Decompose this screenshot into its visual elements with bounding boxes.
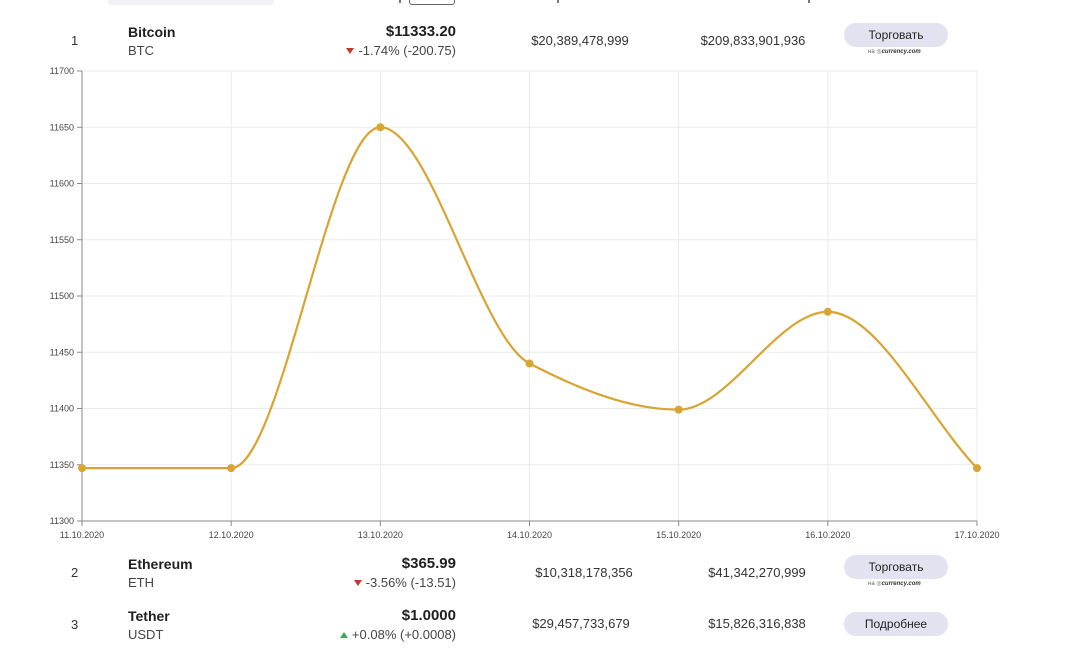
rank: 2 [71,565,79,580]
price-chart: 11300 11350 11400 11450 11500 11550 11600 11650… [50,66,1000,540]
via-prefix: на [868,581,875,587]
details-button[interactable]: Подробнее [844,612,948,636]
y-tick-label: 11650 [50,122,74,132]
price-change-value: -3.56% (-13.51) [365,575,456,590]
coin-symbol: USDT [128,627,164,642]
down-arrow-icon [353,580,362,586]
header-fragment [557,0,559,3]
header-toggle-partial[interactable] [409,0,455,5]
x-tick-label: 15.10.2020 [656,530,701,540]
partner-note[interactable]: на ◎currency.com [868,581,921,587]
x-tick-label: 17.10.2020 [954,530,999,540]
x-tick-label: 16.10.2020 [805,530,850,540]
x-tick-label: 13.10.2020 [358,530,403,540]
header-fragment [399,0,401,3]
partner-logo: currency.com [881,581,921,587]
coin-symbol: ETH [128,575,154,590]
y-tick-label: 11550 [50,235,74,245]
trade-button[interactable]: Торговать [844,23,948,47]
x-tick-label: 11.10.2020 [60,530,104,540]
partner-note[interactable]: на ◎currency.com [868,49,921,55]
down-arrow-icon [346,48,355,54]
market-cap: $15,826,316,838 [708,616,806,631]
data-point[interactable] [227,464,236,473]
coin-symbol: BTC [128,43,154,58]
via-prefix: на [868,49,875,55]
price-change-value: -1.74% (-200.75) [358,43,456,58]
data-point[interactable] [78,464,86,473]
coin-price: $1.0000 [401,607,456,624]
y-axis-tick-labels: 11300 11350 11400 11450 11500 11550 11600 11650… [50,66,74,526]
y-tick-label: 11500 [50,291,74,301]
y-tick-label: 11350 [50,460,74,470]
header-fragment [808,0,810,3]
rank: 1 [71,33,79,48]
chart-axes [77,70,978,526]
y-tick-label: 11700 [50,66,74,76]
table-row-tether[interactable]: 3 Tether USDT $1.0000 +0.08% (+0.0008) $… [0,600,1071,648]
y-tick-label: 11600 [50,179,74,189]
coin-name[interactable]: Ethereum [128,556,193,572]
x-axis-tick-labels: 11.10.2020 12.10.2020 13.10.2020 14.10.2020… [60,530,1000,540]
search-box-partial[interactable] [108,0,274,5]
volume-24h: $20,389,478,999 [531,33,629,48]
market-cap: $209,833,901,936 [700,33,806,48]
chart-grid [81,70,978,522]
volume-24h: $29,457,733,679 [532,616,630,631]
rank: 3 [71,617,79,632]
table-row-bitcoin[interactable]: 1 Bitcoin BTC $11333.20 -1.74% (-200.75)… [0,16,1071,64]
y-tick-label: 11300 [50,516,74,526]
data-point[interactable] [823,307,832,316]
coin-name[interactable]: Tether [128,608,170,624]
data-point[interactable] [973,464,981,473]
volume-24h: $10,318,178,356 [535,565,633,580]
price-change: -1.74% (-200.75) [346,43,456,58]
price-change: +0.08% (+0.0008) [339,627,456,642]
y-tick-label: 11450 [50,347,74,357]
y-tick-label: 11400 [50,404,74,414]
up-arrow-icon [339,632,348,638]
data-point[interactable] [525,359,534,368]
price-change-value: +0.08% (+0.0008) [351,627,456,642]
price-change: -3.56% (-13.51) [353,575,456,590]
partner-logo: currency.com [881,49,921,55]
table-row-ethereum[interactable]: 2 Ethereum ETH $365.99 -3.56% (-13.51) $… [0,548,1071,596]
x-tick-label: 12.10.2020 [209,530,254,540]
coin-price: $365.99 [401,555,456,572]
coin-price: $11333.20 [385,23,456,40]
data-point[interactable] [376,123,385,132]
trade-button[interactable]: Торговать [844,555,948,579]
data-point[interactable] [674,405,683,414]
market-cap: $41,342,270,999 [708,565,806,580]
x-tick-label: 14.10.2020 [507,530,552,540]
chart-series [78,123,981,473]
coin-name[interactable]: Bitcoin [128,24,176,40]
